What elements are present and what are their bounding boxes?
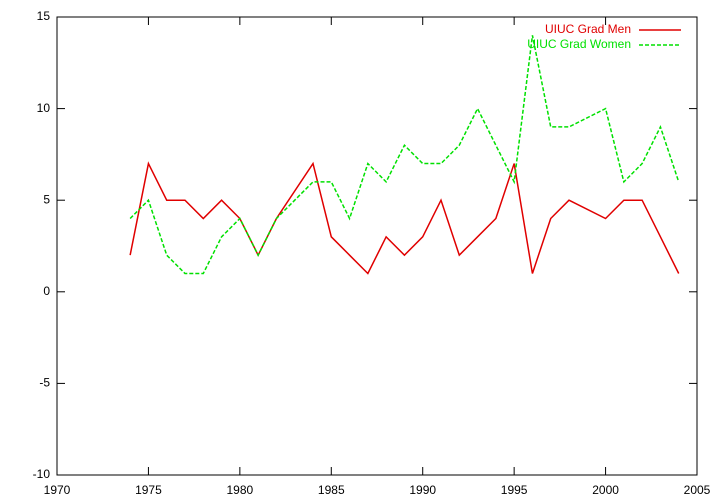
x-tick-label: 1970 xyxy=(44,483,71,497)
x-tick-label: 1980 xyxy=(227,483,254,497)
data-line xyxy=(129,161,680,275)
x-tick-label: 2000 xyxy=(592,483,619,497)
x-tick-label: 1975 xyxy=(135,483,162,497)
x-tick-label: 1990 xyxy=(409,483,436,497)
y-tick-label: 10 xyxy=(37,101,51,115)
x-tick-label: 1995 xyxy=(501,483,528,497)
data-line xyxy=(129,35,680,275)
x-tick-label: 2005 xyxy=(684,483,711,497)
y-tick-label: 0 xyxy=(43,284,50,298)
y-tick-label: -10 xyxy=(33,467,51,481)
y-tick-label: 5 xyxy=(43,192,50,206)
plot-border xyxy=(56,16,698,476)
legend-label: UIUC Grad Men xyxy=(545,22,631,36)
y-tick-label: 15 xyxy=(37,9,51,23)
y-tick-label: -5 xyxy=(39,376,50,390)
x-tick-label: 1985 xyxy=(318,483,345,497)
legend-label: UIUC Grad Women xyxy=(527,37,631,51)
